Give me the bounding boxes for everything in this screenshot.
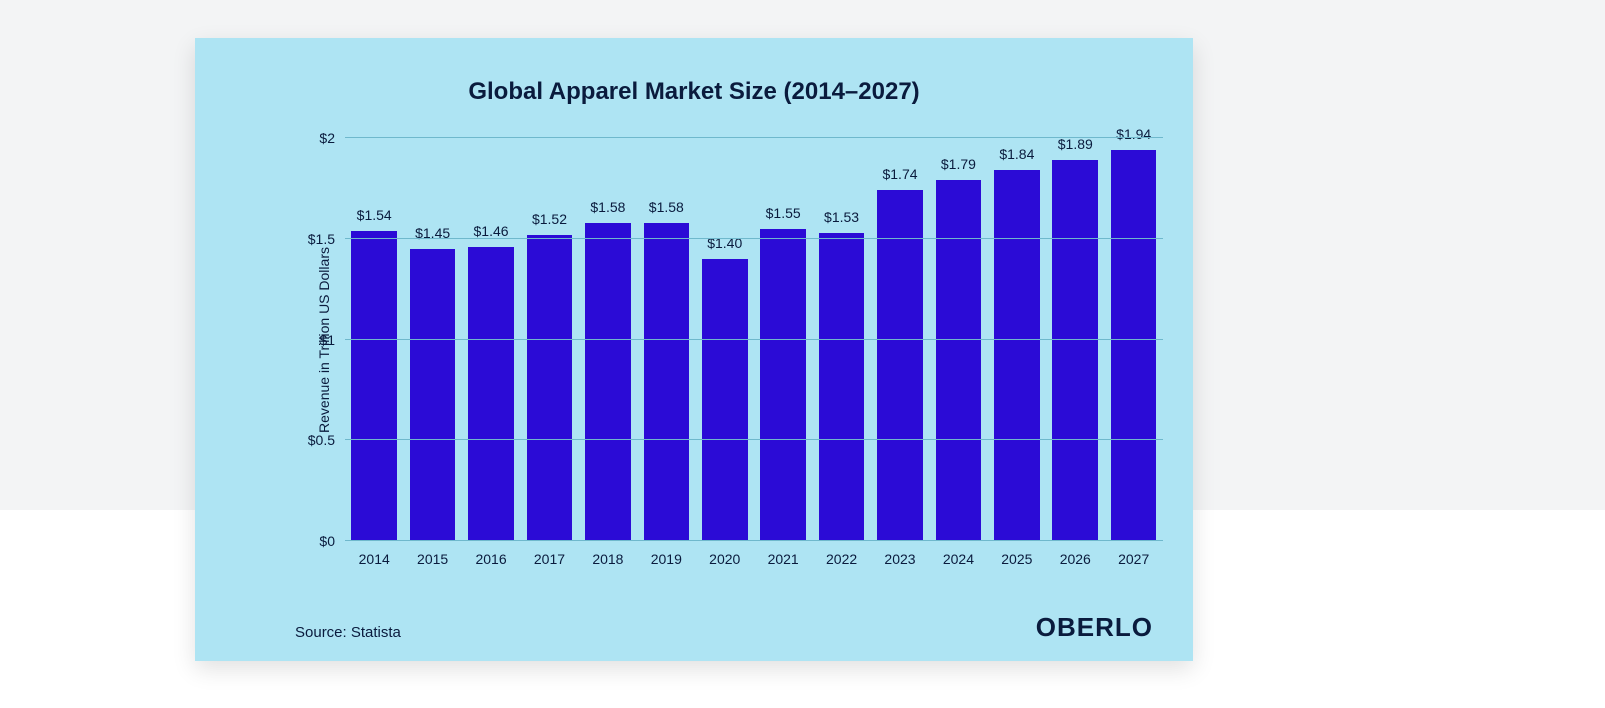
x-tick-label: 2024: [943, 551, 974, 567]
x-tick-label: 2019: [651, 551, 682, 567]
bar: $1.89: [1052, 160, 1098, 541]
gridline: [345, 339, 1163, 340]
bar: $1.46: [468, 247, 514, 541]
bar: $1.94: [1111, 150, 1157, 541]
bars-container: $1.542014$1.452015$1.462016$1.522017$1.5…: [345, 138, 1163, 541]
bar-slot: $1.402020: [696, 138, 754, 541]
y-tick-label: $1.5: [308, 231, 345, 247]
bar-slot: $1.462016: [462, 138, 520, 541]
bar: $1.40: [702, 259, 748, 541]
gridline: [345, 439, 1163, 440]
bar-value-label: $1.58: [649, 199, 684, 215]
bar-slot: $1.892026: [1046, 138, 1104, 541]
bar-slot: $1.742023: [871, 138, 929, 541]
x-tick-label: 2021: [768, 551, 799, 567]
bar: $1.58: [644, 223, 690, 541]
bar: $1.52: [527, 235, 573, 541]
bar: $1.53: [819, 233, 865, 541]
x-tick-label: 2025: [1001, 551, 1032, 567]
bar: $1.74: [877, 190, 923, 541]
bar-value-label: $1.58: [590, 199, 625, 215]
bar: $1.84: [994, 170, 1040, 541]
bar-value-label: $1.55: [766, 205, 801, 221]
bar: $1.45: [410, 249, 456, 541]
bar-slot: $1.582018: [579, 138, 637, 541]
bar-slot: $1.522017: [520, 138, 578, 541]
bar-value-label: $1.89: [1058, 136, 1093, 152]
gridline: [345, 238, 1163, 239]
bar-slot: $1.842025: [988, 138, 1046, 541]
brand-logo: OBERLO: [1036, 612, 1153, 643]
y-tick-label: $0.5: [308, 432, 345, 448]
x-tick-label: 2027: [1118, 551, 1149, 567]
x-tick-label: 2017: [534, 551, 565, 567]
x-tick-label: 2022: [826, 551, 857, 567]
page-root: Global Apparel Market Size (2014–2027) R…: [0, 0, 1605, 708]
bar-slot: $1.532022: [812, 138, 870, 541]
x-tick-label: 2018: [592, 551, 623, 567]
x-tick-label: 2015: [417, 551, 448, 567]
bar-slot: $1.452015: [403, 138, 461, 541]
y-tick-label: $2: [319, 130, 345, 146]
bar-value-label: $1.52: [532, 211, 567, 227]
x-tick-label: 2026: [1060, 551, 1091, 567]
bar-value-label: $1.79: [941, 156, 976, 172]
x-tick-label: 2014: [359, 551, 390, 567]
y-tick-label: $0: [319, 533, 345, 549]
bar-slot: $1.552021: [754, 138, 812, 541]
bar-value-label: $1.84: [999, 146, 1034, 162]
bar: $1.54: [351, 231, 397, 541]
bar-value-label: $1.46: [474, 223, 509, 239]
source-label: Source: Statista: [295, 624, 401, 641]
chart-title: Global Apparel Market Size (2014–2027): [195, 78, 1193, 106]
x-tick-label: 2020: [709, 551, 740, 567]
gridline: [345, 137, 1163, 138]
plot-area: $1.542014$1.452015$1.462016$1.522017$1.5…: [345, 138, 1163, 541]
x-tick-label: 2016: [475, 551, 506, 567]
bar-slot: $1.942027: [1104, 138, 1162, 541]
bar-value-label: $1.94: [1116, 126, 1151, 142]
bar: $1.79: [936, 180, 982, 541]
bar: $1.55: [760, 229, 806, 541]
chart-card: Global Apparel Market Size (2014–2027) R…: [195, 38, 1193, 661]
bar: $1.58: [585, 223, 631, 541]
bar-value-label: $1.54: [357, 207, 392, 223]
bar-value-label: $1.74: [882, 166, 917, 182]
bar-value-label: $1.53: [824, 209, 859, 225]
y-tick-label: $1: [319, 332, 345, 348]
bar-slot: $1.582019: [637, 138, 695, 541]
bar-slot: $1.792024: [929, 138, 987, 541]
gridline: [345, 540, 1163, 541]
x-tick-label: 2023: [884, 551, 915, 567]
bar-slot: $1.542014: [345, 138, 403, 541]
